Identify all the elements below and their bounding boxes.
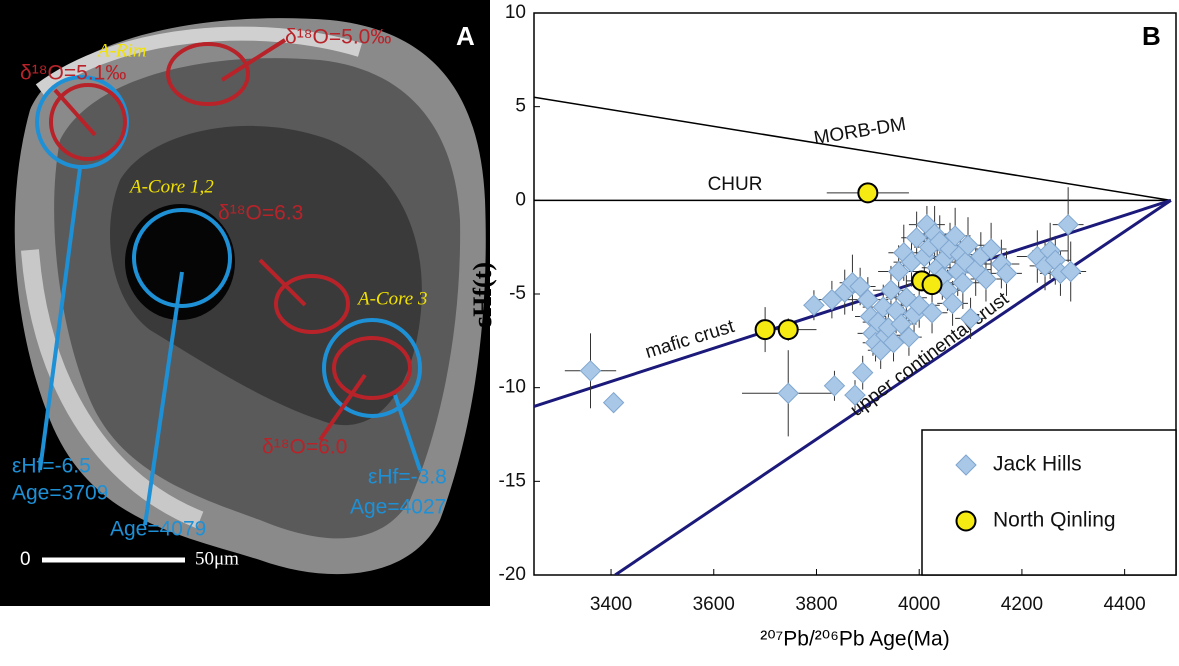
- reference-line-label: CHUR: [708, 174, 763, 195]
- region-label: A-Rim: [96, 40, 147, 61]
- x-tick-label: 3600: [693, 594, 735, 615]
- oxygen-label: δ¹⁸O=6.0: [262, 436, 347, 459]
- panel-label: B: [1142, 21, 1161, 51]
- x-tick-label: 4400: [1103, 594, 1145, 615]
- age-label: Age=3709: [12, 482, 108, 505]
- panel-b: B ²⁰⁷Pb/²⁰⁶Pb Age(Ma) εHf(t) -20 -15 -10 -5…: [468, 2, 1176, 651]
- age-label: Age=4079: [110, 518, 206, 541]
- scale-label: 50μm: [195, 548, 239, 569]
- point: [923, 275, 942, 294]
- reference-line: [534, 97, 1171, 200]
- point: [779, 320, 798, 339]
- point: [858, 183, 877, 202]
- point: [604, 393, 624, 413]
- oxygen-label: δ¹⁸O=5.1‰: [20, 62, 126, 85]
- x-axis-label: ²⁰⁷Pb/²⁰⁶Pb Age(Ma): [760, 628, 949, 651]
- oxygen-label: δ¹⁸O=6.3: [218, 202, 303, 225]
- y-tick-label: -20: [499, 564, 526, 585]
- y-tick-label: -15: [499, 470, 526, 491]
- region-label: A-Core 1,2: [128, 176, 214, 197]
- legend-marker: [957, 512, 976, 531]
- x-tick-label: 3400: [590, 594, 632, 615]
- x-tick-label: 4000: [898, 594, 940, 615]
- point: [853, 363, 873, 383]
- y-tick-label: 0: [515, 189, 526, 210]
- figure: A A-Rim δ¹⁸O=5.0‰ δ¹⁸O=5.1‰ A-Core 1,2 δ…: [0, 0, 1179, 661]
- y-tick-label: 10: [505, 2, 526, 23]
- oxygen-label: δ¹⁸O=5.0‰: [285, 26, 391, 49]
- y-tick-label: -5: [509, 283, 526, 304]
- point: [756, 320, 775, 339]
- age-label: Age=4027: [350, 496, 446, 519]
- reference-line-label: MORB-DM: [812, 114, 907, 149]
- y-tick-label: 5: [515, 96, 526, 117]
- legend-label: North Qinling: [993, 509, 1116, 532]
- panel-label: A: [456, 21, 475, 51]
- region-label: A-Core 3: [356, 288, 427, 309]
- x-tick-label: 4200: [1001, 594, 1043, 615]
- point: [778, 383, 798, 403]
- x-tick-label: 3800: [795, 594, 837, 615]
- panel-a: A A-Rim δ¹⁸O=5.0‰ δ¹⁸O=5.1‰ A-Core 1,2 δ…: [0, 0, 490, 606]
- point: [580, 361, 600, 381]
- scale-label: 0: [20, 549, 31, 570]
- hf-label: εHf=-6.5: [12, 455, 91, 478]
- legend-label: Jack Hills: [993, 453, 1082, 476]
- hf-label: εHf=-3.8: [368, 466, 447, 489]
- y-axis-label: εHf(t): [468, 262, 497, 328]
- y-tick-label: -10: [499, 377, 526, 398]
